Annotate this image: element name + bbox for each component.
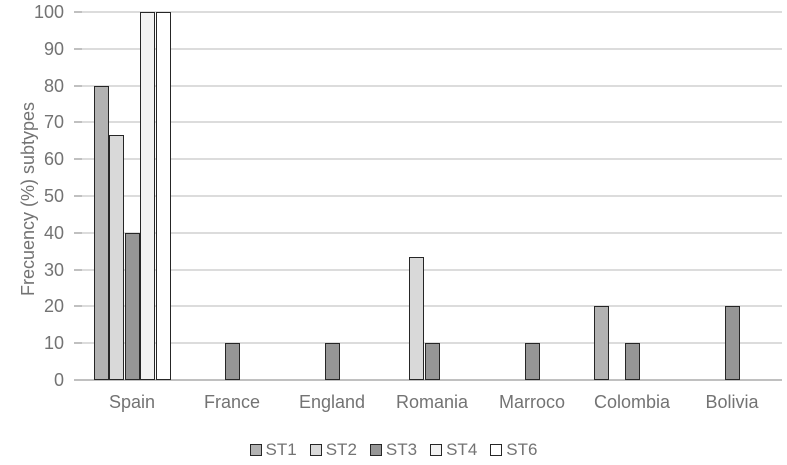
category-group-marroco <box>482 12 582 380</box>
y-axis-tick-label: 10 <box>43 333 64 354</box>
gridline <box>82 85 782 87</box>
bar-st3-france <box>224 343 240 380</box>
x-axis-label-spain: Spain <box>108 392 156 412</box>
x-axis-label-romania: Romania <box>395 392 469 412</box>
gridline <box>82 342 782 344</box>
bar-st1-colombia <box>593 306 609 380</box>
category-group-england <box>282 12 382 380</box>
y-axis-tick-mark <box>74 158 82 160</box>
x-axis-label-france: France <box>203 392 261 412</box>
x-axis-line <box>74 379 782 381</box>
legend-item-st2: ST2 <box>309 440 357 460</box>
x-axis-label-colombia: Colombia <box>593 392 671 412</box>
bar-st6-spain <box>155 12 171 380</box>
y-axis-tick-mark <box>74 85 82 87</box>
bar-st2-spain <box>109 134 124 380</box>
y-axis-tick-mark <box>74 195 82 197</box>
category-group-france <box>182 12 282 380</box>
y-axis-tick-label: 70 <box>43 112 64 133</box>
y-axis-tick-label: 0 <box>53 370 64 390</box>
gridline <box>82 269 782 271</box>
y-axis-tick-mark <box>74 232 82 234</box>
bar-st4-spain <box>140 12 155 380</box>
legend-swatch-st2 <box>309 444 322 456</box>
plot-area <box>82 11 782 380</box>
bar-st3-colombia <box>624 343 640 380</box>
bar-st2-romania <box>409 257 424 380</box>
category-group-bolivia <box>682 12 782 380</box>
y-axis-tick-mark <box>74 11 82 13</box>
legend-label-st6: ST6 <box>506 440 538 459</box>
y-axis-tick-label: 60 <box>43 149 64 170</box>
y-axis-tick-mark <box>74 342 82 344</box>
legend-label-st2: ST2 <box>325 440 357 459</box>
y-axis-tick-label: 50 <box>43 186 64 206</box>
y-axis-tick-mark <box>74 48 82 50</box>
legend-label-st1: ST1 <box>265 440 297 459</box>
gridline <box>82 232 782 234</box>
legend-label-st4: ST4 <box>446 440 478 459</box>
legend-label-st3: ST3 <box>385 440 418 459</box>
legend-item-st1: ST1 <box>249 440 297 460</box>
gridline <box>82 48 782 50</box>
legend: ST1 ST2 ST3 ST4 ST6 <box>0 440 787 460</box>
bar-st3-romania <box>424 343 440 380</box>
category-group-colombia <box>582 12 682 380</box>
legend-swatch-st6 <box>490 444 503 456</box>
gridline <box>82 305 782 307</box>
category-group-romania <box>382 12 482 380</box>
bar-st3-spain <box>124 232 140 380</box>
y-axis-tick-mark <box>74 305 82 307</box>
y-axis-tick-label: 80 <box>43 75 64 96</box>
legend-item-st3: ST3 <box>369 440 418 460</box>
y-axis-tick-label: 90 <box>43 38 64 59</box>
bar-st3-marroco <box>524 343 540 380</box>
y-axis-tick-label: 20 <box>43 296 64 317</box>
gridline <box>82 195 782 197</box>
bar-st1-spain <box>93 85 109 380</box>
bar-st3-england <box>324 343 340 380</box>
y-axis-tick-mark <box>74 121 82 123</box>
x-axis-label-marroco: Marroco <box>498 392 565 412</box>
y-axis-tick-label: 100 <box>33 2 64 22</box>
y-axis-tick-mark <box>74 269 82 271</box>
legend-item-st6: ST6 <box>490 440 537 460</box>
x-axis-label-england: England <box>298 392 366 412</box>
legend-swatch-st3 <box>369 444 382 456</box>
legend-swatch-st4 <box>430 444 443 456</box>
legend-item-st4: ST4 <box>430 440 477 460</box>
y-axis-tick-label: 30 <box>43 259 64 280</box>
category-group-spain <box>82 12 182 380</box>
x-axis-label-bolivia: Bolivia <box>705 392 759 412</box>
gridline <box>82 121 782 123</box>
legend-swatch-st1 <box>249 444 262 456</box>
bar-st3-bolivia <box>724 306 740 380</box>
y-axis-tick-label: 40 <box>43 222 64 243</box>
gridline <box>82 11 782 13</box>
x-axis-label-row: Spain France England Romania Marroco Colombia… <box>82 392 782 413</box>
bar-layer <box>82 12 782 380</box>
gridline <box>82 158 782 160</box>
